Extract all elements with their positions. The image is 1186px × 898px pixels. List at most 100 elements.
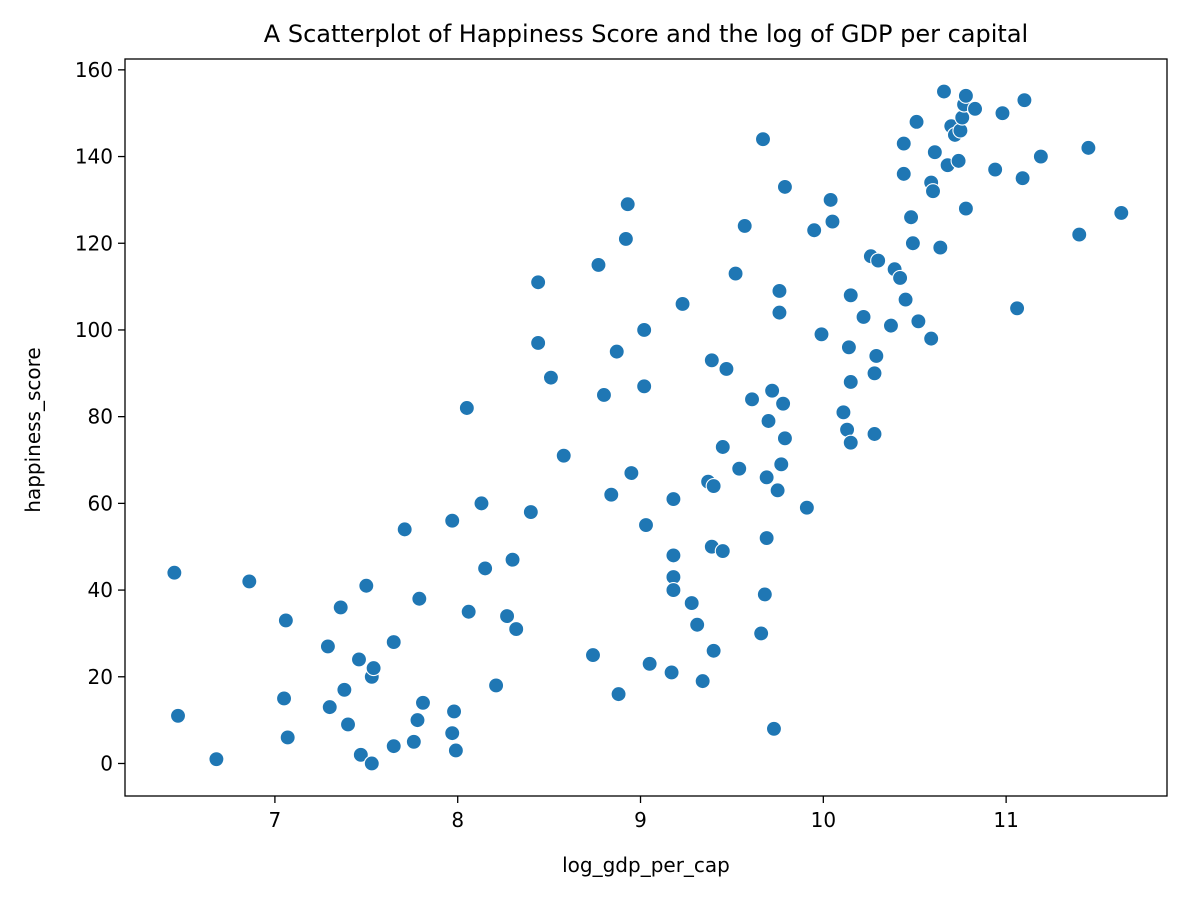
y-tick-label: 20 [88, 665, 113, 689]
data-point [910, 313, 927, 330]
data-point [623, 464, 640, 482]
data-point [488, 677, 505, 694]
data-point [447, 742, 464, 759]
data-point [444, 725, 461, 742]
data-point [967, 100, 984, 117]
data-point [321, 699, 338, 716]
data-point [339, 716, 357, 733]
data-point [396, 521, 413, 538]
data-point [842, 373, 859, 391]
data-point [275, 690, 293, 707]
data-point [765, 720, 783, 737]
y-tick-label: 60 [88, 491, 113, 515]
data-point [405, 733, 422, 750]
data-point [608, 343, 625, 360]
data-point [776, 178, 793, 195]
data-point [758, 469, 775, 486]
data-point [446, 703, 463, 720]
data-point [773, 456, 790, 473]
data-point [776, 430, 793, 447]
data-point [987, 161, 1004, 178]
data-point [923, 330, 940, 347]
data-point [994, 105, 1011, 122]
chart-title: A Scatterplot of Happiness Score and the… [264, 20, 1028, 48]
data-point [743, 391, 761, 408]
data-point [1080, 139, 1097, 156]
y-tick-label: 80 [88, 405, 113, 429]
data-point [758, 529, 775, 547]
y-tick-label: 40 [88, 578, 113, 602]
data-point [603, 486, 620, 503]
data-point [385, 634, 402, 651]
data-point [775, 395, 792, 412]
data-point [926, 144, 943, 161]
x-tick-label: 11 [993, 808, 1018, 832]
data-point [444, 512, 461, 529]
x-tick-label: 9 [634, 808, 647, 832]
y-axis: 0 20 40 60 80 100 120 140 160 [75, 58, 125, 775]
data-point [1016, 92, 1033, 109]
data-point [771, 304, 788, 321]
data-point [1009, 300, 1026, 317]
data-point [1032, 148, 1049, 165]
data-point [1113, 204, 1130, 221]
x-axis-label: log_gdp_per_cap [562, 853, 730, 877]
data-point [542, 369, 559, 386]
data-point [610, 686, 627, 703]
y-tick-label: 160 [75, 58, 113, 82]
data-point [904, 235, 921, 252]
data-point [736, 217, 753, 234]
data-point [665, 490, 682, 508]
data-point [703, 352, 720, 369]
data-point [870, 252, 887, 269]
data-point [641, 655, 658, 672]
data-point [714, 543, 731, 560]
data-point [840, 339, 857, 356]
data-point [895, 165, 912, 182]
data-point [1071, 226, 1088, 243]
data-point [590, 256, 607, 273]
data-point [718, 360, 735, 378]
data-point [504, 551, 521, 568]
data-point [460, 603, 477, 620]
data-point [522, 503, 539, 521]
data-point [674, 295, 691, 312]
x-axis: 7 8 9 10 11 [269, 796, 1019, 832]
data-point [798, 499, 815, 516]
data-point [824, 213, 841, 230]
data-point [822, 191, 839, 208]
data-point [169, 707, 187, 724]
data-point [705, 477, 722, 495]
data-point [754, 131, 772, 148]
y-tick-label: 120 [75, 231, 113, 255]
data-point [1014, 170, 1031, 187]
data-point [352, 746, 369, 763]
data-point [208, 751, 225, 768]
data-point [866, 365, 883, 382]
data-point [868, 347, 885, 365]
data-point [903, 209, 920, 226]
data-point [924, 183, 942, 200]
data-point [842, 434, 859, 451]
data-point [835, 404, 852, 421]
data-point [663, 664, 680, 681]
data-point [458, 399, 475, 417]
data-point [806, 222, 823, 239]
data-point [727, 265, 744, 282]
data-point [908, 113, 925, 130]
data-point [277, 612, 294, 629]
data-point [895, 135, 912, 152]
data-point [555, 447, 572, 464]
data-point [584, 647, 602, 664]
data-point [595, 386, 613, 404]
data-point [892, 269, 909, 286]
data-point [350, 651, 368, 668]
data-point [385, 738, 402, 755]
data-point [619, 196, 636, 213]
y-tick-label: 0 [100, 751, 113, 775]
data-point [508, 621, 525, 638]
data-point [866, 425, 883, 443]
data-point [935, 83, 953, 100]
data-point [332, 599, 349, 616]
